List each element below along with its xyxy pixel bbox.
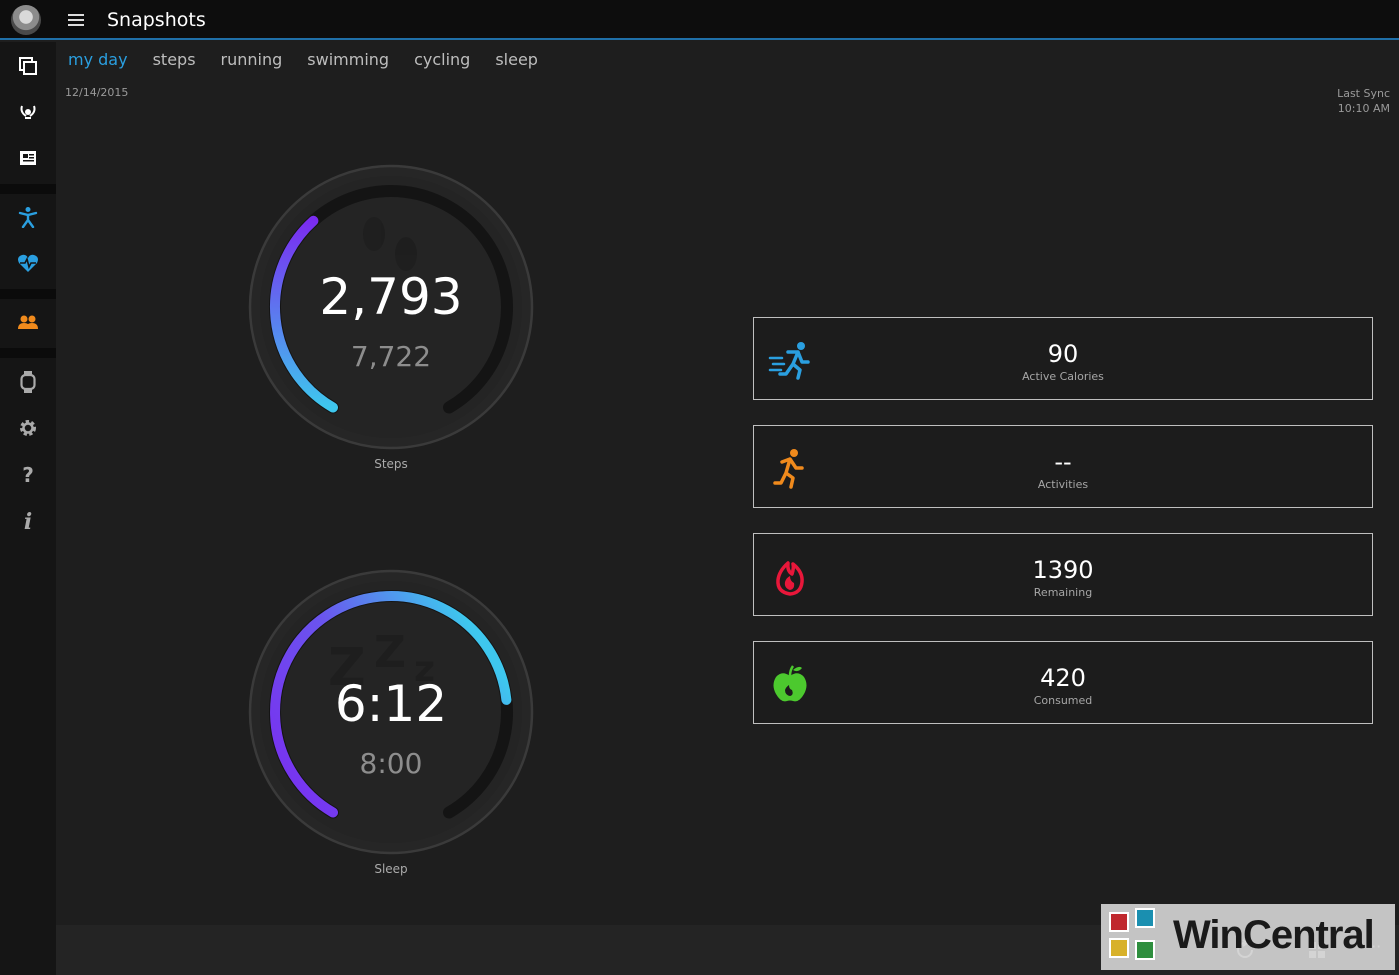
avatar[interactable] — [11, 5, 41, 35]
steps-goal: 7,722 — [350, 340, 432, 373]
tab-cycling[interactable]: cycling — [414, 50, 471, 69]
activities-value: -- — [1054, 448, 1072, 476]
help-icon[interactable]: ? — [22, 463, 34, 487]
wincentral-watermark: WinCentral — [1101, 904, 1395, 970]
active-calories-label: Active Calories — [1022, 370, 1104, 383]
steps-value: 2,793 — [319, 268, 463, 326]
info-icon[interactable]: i — [23, 509, 33, 535]
tab-bar: my day steps running swimming cycling sl… — [68, 50, 563, 69]
snapshots-icon[interactable] — [0, 46, 56, 86]
remaining-value: 1390 — [1032, 556, 1094, 584]
news-icon[interactable] — [0, 138, 56, 178]
heart-icon[interactable] — [0, 243, 56, 283]
last-sync-label: Last Sync — [1337, 87, 1390, 100]
sleep-value: 6:12 — [334, 675, 448, 733]
footprints-icon — [363, 217, 417, 271]
main-content: my day steps running swimming cycling sl… — [56, 42, 1399, 925]
sleep-goal: 8:00 — [359, 747, 423, 780]
activities-label: Activities — [1037, 478, 1089, 491]
consumed-label: Consumed — [1033, 694, 1093, 707]
svg-text:z: z — [414, 649, 435, 690]
steps-label: Steps — [374, 457, 408, 471]
sidebar: ? i — [0, 42, 56, 975]
tab-swimming[interactable]: swimming — [307, 50, 390, 69]
tab-my-day[interactable]: my day — [68, 50, 128, 69]
zzz-icon: Z Z z — [328, 627, 435, 698]
svg-text:Z: Z — [328, 638, 366, 698]
activities-card[interactable]: -- Activities — [753, 425, 1373, 508]
tab-steps[interactable]: steps — [152, 50, 196, 69]
consumed-card[interactable]: 420 Consumed — [753, 641, 1373, 724]
flame-icon — [776, 561, 804, 596]
consumed-value: 420 — [1040, 664, 1086, 692]
title-bar: Snapshots — [0, 0, 1399, 40]
activity-icon[interactable] — [0, 197, 56, 237]
sleep-label: Sleep — [374, 862, 408, 876]
svg-text:Z: Z — [374, 627, 406, 678]
last-sync: Last Sync 10:10 AM — [1337, 86, 1390, 116]
steps-gauge[interactable]: 2,793 7,722 — [246, 162, 536, 452]
active-calories-value: 90 — [1047, 340, 1079, 368]
gear-icon[interactable] — [0, 408, 56, 448]
active-calories-card[interactable]: 90 Active Calories — [753, 317, 1373, 400]
trophy-icon[interactable] — [0, 92, 56, 132]
friends-icon[interactable] — [0, 302, 56, 342]
remaining-card[interactable]: 1390 Remaining — [753, 533, 1373, 616]
running-icon — [773, 449, 804, 489]
wincentral-logo — [1109, 908, 1159, 962]
remaining-label: Remaining — [1033, 586, 1093, 599]
tab-running[interactable]: running — [220, 50, 283, 69]
page-title: Snapshots — [107, 9, 206, 31]
last-sync-time: 10:10 AM — [1337, 102, 1390, 115]
running-fast-icon — [768, 342, 810, 380]
sleep-gauge[interactable]: Z Z z 6:12 8:00 — [246, 567, 536, 857]
tab-sleep[interactable]: sleep — [495, 50, 538, 69]
apple-icon — [773, 665, 807, 702]
wincentral-text: WinCentral — [1173, 913, 1375, 957]
date-label: 12/14/2015 — [65, 86, 129, 99]
hamburger-menu-icon[interactable] — [68, 14, 84, 26]
watch-icon[interactable] — [0, 362, 56, 402]
